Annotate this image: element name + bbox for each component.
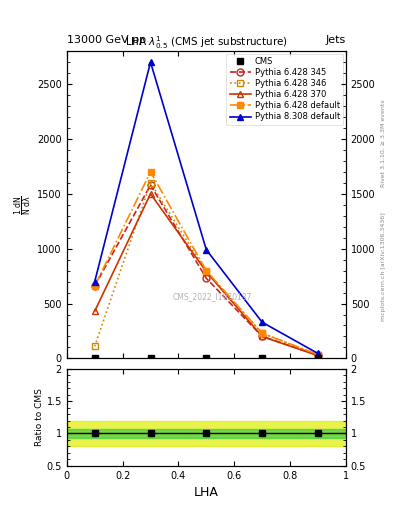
Pythia 6.428 346 <box>260 330 264 336</box>
Pythia 8.308 default <box>148 59 153 65</box>
Pythia 6.428 default <box>204 268 209 274</box>
Pythia 6.428 default <box>148 169 153 175</box>
Pythia 6.428 370 <box>316 353 320 359</box>
Pythia 6.428 346 <box>204 269 209 275</box>
Text: 13000 GeV pp: 13000 GeV pp <box>67 35 146 45</box>
CMS <box>260 355 264 361</box>
Line: Pythia 8.308 default: Pythia 8.308 default <box>91 59 321 357</box>
Text: Jets: Jets <box>325 35 346 45</box>
CMS <box>204 355 209 361</box>
Bar <box>67 429 346 438</box>
Pythia 6.428 default <box>316 351 320 357</box>
Pythia 6.428 345 <box>260 333 264 339</box>
Pythia 6.428 default <box>92 283 97 289</box>
CMS <box>92 355 97 361</box>
Pythia 6.428 370 <box>260 333 264 339</box>
Pythia 6.428 346 <box>316 352 320 358</box>
Pythia 6.428 345 <box>204 275 209 282</box>
Title: LHA $\lambda^{1}_{0.5}$ (CMS jet substructure): LHA $\lambda^{1}_{0.5}$ (CMS jet substru… <box>125 34 288 51</box>
Pythia 6.428 346 <box>92 343 97 349</box>
Pythia 6.428 346 <box>148 180 153 186</box>
Text: CMS_2022_I1920187: CMS_2022_I1920187 <box>172 292 252 302</box>
Pythia 8.308 default <box>260 319 264 325</box>
Y-axis label: Ratio to CMS: Ratio to CMS <box>35 388 44 446</box>
Pythia 8.308 default <box>204 247 209 253</box>
Text: Rivet 3.1.10, ≥ 3.3M events: Rivet 3.1.10, ≥ 3.3M events <box>381 99 386 187</box>
Line: Pythia 6.428 346: Pythia 6.428 346 <box>91 179 321 358</box>
Pythia 6.428 370 <box>92 308 97 314</box>
Line: Pythia 6.428 345: Pythia 6.428 345 <box>91 182 321 358</box>
Line: Pythia 6.428 370: Pythia 6.428 370 <box>91 190 321 359</box>
Pythia 6.428 345 <box>316 352 320 358</box>
Line: Pythia 6.428 default: Pythia 6.428 default <box>91 168 321 358</box>
Legend: CMS, Pythia 6.428 345, Pythia 6.428 346, Pythia 6.428 370, Pythia 6.428 default,: CMS, Pythia 6.428 345, Pythia 6.428 346,… <box>226 54 343 125</box>
Pythia 6.428 default <box>260 330 264 336</box>
X-axis label: LHA: LHA <box>194 486 219 499</box>
CMS <box>316 355 320 361</box>
Pythia 8.308 default <box>316 350 320 356</box>
Text: mcplots.cern.ch [arXiv:1306.3436]: mcplots.cern.ch [arXiv:1306.3436] <box>381 212 386 321</box>
Line: CMS: CMS <box>92 356 321 361</box>
Pythia 6.428 345 <box>148 182 153 188</box>
Pythia 6.428 370 <box>148 191 153 197</box>
CMS <box>148 355 153 361</box>
Y-axis label: $\mathregular{\frac{1}{N}\frac{dN}{d\lambda}}$: $\mathregular{\frac{1}{N}\frac{dN}{d\lam… <box>13 195 35 215</box>
Pythia 6.428 370 <box>204 269 209 275</box>
Pythia 6.428 345 <box>92 283 97 289</box>
Pythia 8.308 default <box>92 279 97 285</box>
Bar <box>67 420 346 446</box>
